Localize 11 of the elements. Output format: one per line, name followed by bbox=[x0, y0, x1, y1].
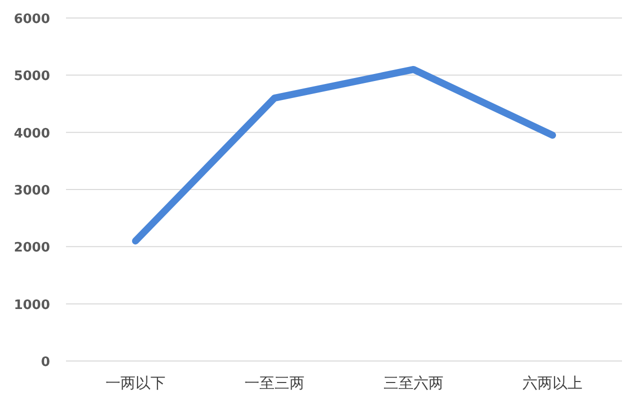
y-tick-label: 3000 bbox=[14, 184, 50, 198]
x-tick-label: 一两以下 bbox=[106, 374, 166, 392]
y-tick-label: 1000 bbox=[14, 298, 50, 313]
x-tick-label: 六两以上 bbox=[522, 374, 582, 392]
y-tick-label: 2000 bbox=[14, 240, 50, 256]
y-tick-label: 0 bbox=[40, 355, 50, 370]
y-tick-label: 5000 bbox=[14, 69, 50, 84]
x-tick-label: 一至三两 bbox=[244, 374, 304, 392]
x-tick-label: 三至六两 bbox=[384, 374, 444, 392]
y-tick-label: 6000 bbox=[14, 12, 50, 27]
y-tick-label: 4000 bbox=[14, 126, 50, 142]
